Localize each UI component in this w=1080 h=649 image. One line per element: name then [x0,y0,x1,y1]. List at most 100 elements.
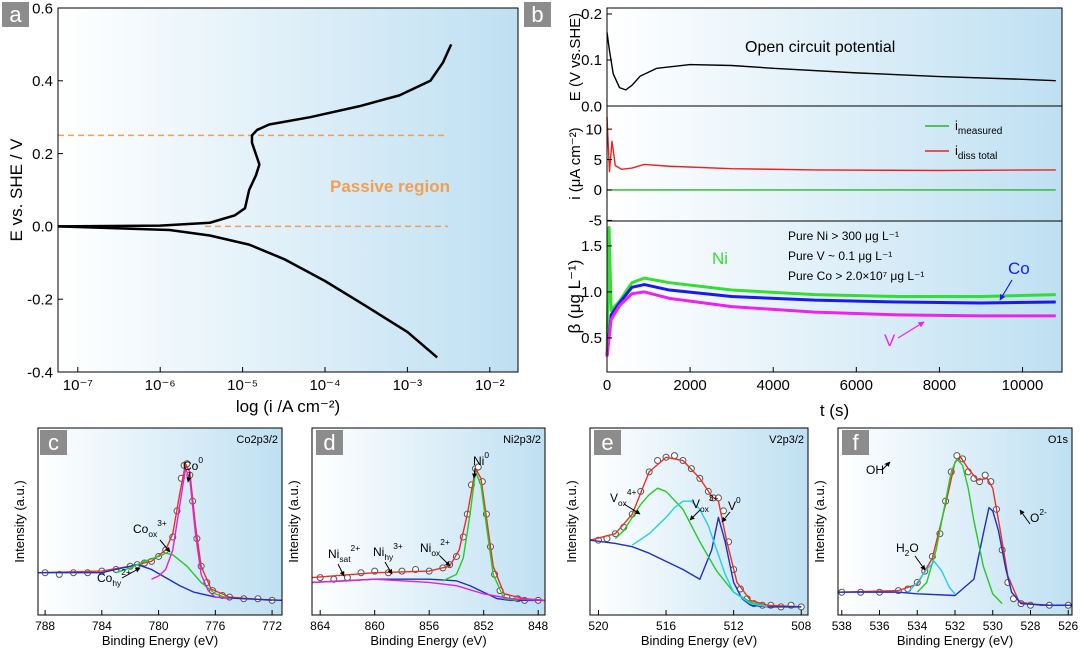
plot-background [607,106,1062,221]
annotation: V0 [728,495,741,513]
annotation: Coox3+ [133,518,167,539]
annotation: Pure Co > 2.0×10⁷ μg L⁻¹ [788,269,924,283]
plot-background [838,428,1072,615]
panel-letter-box [594,430,621,455]
annotation-sup: 0 [736,495,741,505]
annotation-arrow [439,555,451,567]
data-point [981,471,989,479]
x-tick-label: 8000 [923,377,956,394]
annotation-sup: 2+ [440,537,450,547]
annotation-arrow [121,567,141,579]
x-tick-label: 534 [907,619,927,633]
x-axis-label: Binding Energy (eV) [102,633,218,648]
annotation-arrow [186,471,192,483]
x-tick-label: 852 [474,619,494,633]
series-line [631,500,768,608]
panel-letter: a [9,2,22,27]
series-label: Ni [712,249,728,268]
series-label: Co [1008,259,1030,278]
y-tick-label: 0.5 [581,330,602,347]
data-point [670,452,678,460]
y-axis-label: i (μA cm⁻²) [567,127,584,199]
panel-title: O1s [1048,434,1069,446]
series-line [442,471,518,602]
series-line [151,467,230,600]
plot-frame [311,427,546,616]
annotation-text: Ni [373,545,384,559]
x-axis-label: t (s) [820,401,849,420]
annotation-sub: ox [431,548,441,558]
annotation: Niox2+ [420,537,450,558]
panel-title: Co2p3/2 [236,434,278,446]
plot-background [312,428,545,615]
x-tick-label: 788 [35,619,55,633]
annotation-text: Co [133,522,149,536]
legend-label: idiss total [955,143,997,162]
annotation-text: Ni [473,454,484,468]
annotation: O2- [1030,507,1047,525]
legend-label-main: i [955,118,958,133]
annotation-text: Co [97,571,113,585]
annotation-sub: 2 [905,548,910,558]
panel-letter-box [842,430,869,455]
x-tick-label: 528 [1020,619,1040,633]
y-tick-label: 1.5 [581,238,602,255]
x-tick-label: 856 [419,619,439,633]
y-tick-label: 0.1 [581,52,602,69]
annotation-text: H [896,541,905,555]
annotation-sup: 0 [484,450,489,460]
panel-letter-box [2,2,29,27]
panel-title: V2p3/2 [769,434,804,446]
series-line [57,225,439,359]
series-label: V [884,331,896,350]
x-tick-label: 530 [983,619,1003,633]
y-axis-label: Intensity (a.u.) [12,480,27,562]
panel-letter: d [323,430,335,455]
annotation-arrow [689,509,701,521]
annotation-arrow [159,539,171,553]
x-tick-label: 526 [1058,619,1078,633]
annotation-text: V [728,499,736,513]
series-line [589,456,802,608]
plot-background [607,8,1062,106]
annotation-sup: 4+ [627,487,637,497]
x-tick-label: 10⁻⁶ [145,377,176,394]
annotation: Cohy2+ [97,567,131,588]
annotation-sub: ox [618,498,628,508]
x-axis-label: log (i /A cm⁻²) [236,397,340,416]
annotation: H2O [896,541,919,558]
data-point [474,463,482,471]
x-tick-label: 776 [205,619,225,633]
annotation-sup: 3+ [157,518,167,528]
x-tick-label: 10000 [1002,377,1044,394]
annotation-arrow [471,467,477,479]
x-tick-label: 4000 [757,377,790,394]
series-line [115,552,230,600]
x-tick-label: 780 [149,619,169,633]
plot-background [58,8,518,372]
series-line [57,43,453,228]
x-tick-label: 10⁻³ [393,377,423,394]
x-axis-label: Binding Energy (eV) [641,633,757,648]
series-line [311,578,546,602]
annotation: Vox4+ [610,487,637,508]
y-tick-label: 0.2 [32,146,53,163]
series-line [311,578,545,602]
x-tick-label: 2000 [673,377,706,394]
annotation-sup: 2+ [121,567,131,577]
annotation: Co0 [183,455,203,473]
y-axis-label: Intensity (a.u.) [564,480,579,562]
series-line [605,290,1056,357]
y-tick-label: 10 [585,121,602,138]
y-tick-label: -0.2 [27,291,53,308]
x-tick-label: 772 [262,619,282,633]
series-line [605,283,1056,357]
annotation-text: Ni [420,541,431,555]
x-tick-label: 784 [92,619,112,633]
annotation: Nihy3+ [373,541,403,562]
panel-letter: c [48,430,59,455]
annotation-sub: ox [700,504,710,514]
annotation: Ni0 [473,450,489,468]
x-tick-label: 520 [588,619,608,633]
